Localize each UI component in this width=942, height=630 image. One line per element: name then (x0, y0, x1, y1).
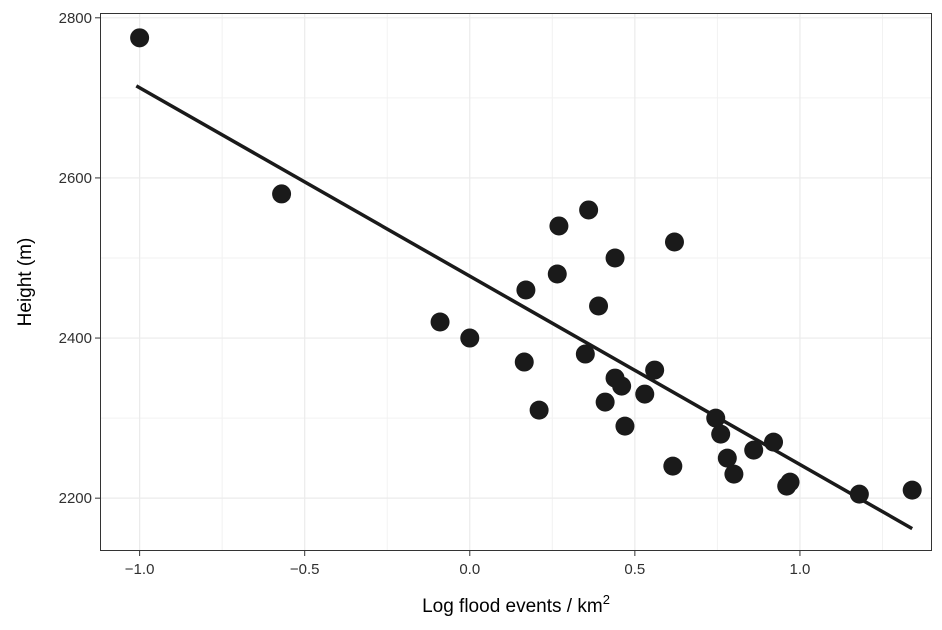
y-tick-label: 2400 (59, 330, 92, 347)
data-point (130, 28, 150, 48)
data-point (579, 200, 599, 220)
data-point (547, 264, 567, 284)
x-axis-title-text: Log flood events / km (422, 596, 603, 617)
data-point (605, 248, 625, 268)
x-tick-label: −0.5 (290, 561, 320, 578)
x-tick-label: 0.5 (624, 561, 645, 578)
major-gridlines (100, 13, 932, 551)
data-point (612, 376, 632, 396)
data-point (724, 464, 744, 484)
data-point (717, 448, 737, 468)
y-tick-label: 2800 (59, 10, 92, 27)
data-point (664, 232, 684, 252)
y-tick-label: 2200 (59, 490, 92, 507)
data-point (589, 296, 609, 316)
data-point (764, 432, 784, 452)
data-points (130, 28, 922, 504)
data-point (514, 352, 534, 372)
data-point (529, 400, 549, 420)
data-point (430, 312, 450, 332)
x-axis-title: Log flood events / km2 (422, 592, 610, 617)
data-point (575, 344, 595, 364)
minor-gridlines (100, 13, 932, 551)
x-tick-label: 1.0 (790, 561, 811, 578)
data-point (744, 440, 764, 460)
regression-line-layer (135, 84, 914, 531)
data-point (460, 328, 480, 348)
x-axis-ticks: −1.0 −0.5 0.0 0.5 1.0 (125, 551, 811, 578)
data-point (615, 416, 635, 436)
data-point (780, 472, 800, 492)
data-point (663, 456, 683, 476)
data-point (902, 480, 922, 500)
x-tick-label: −1.0 (125, 561, 155, 578)
x-tick-label: 0.0 (459, 561, 480, 578)
data-point (635, 384, 655, 404)
regression-line (135, 84, 914, 531)
y-axis-title: Height (m) (15, 238, 36, 327)
y-tick-label: 2600 (59, 170, 92, 187)
plot-panel-border (100, 13, 932, 551)
data-point (595, 392, 615, 412)
data-point (645, 360, 665, 380)
data-point (711, 424, 731, 444)
x-axis-title-superscript: 2 (603, 592, 610, 607)
data-point (516, 280, 536, 300)
data-point (272, 184, 292, 204)
y-axis-ticks: 2200 2400 2600 2800 (59, 10, 100, 507)
data-point (849, 484, 869, 504)
data-point (549, 216, 569, 236)
data-point (706, 408, 726, 428)
